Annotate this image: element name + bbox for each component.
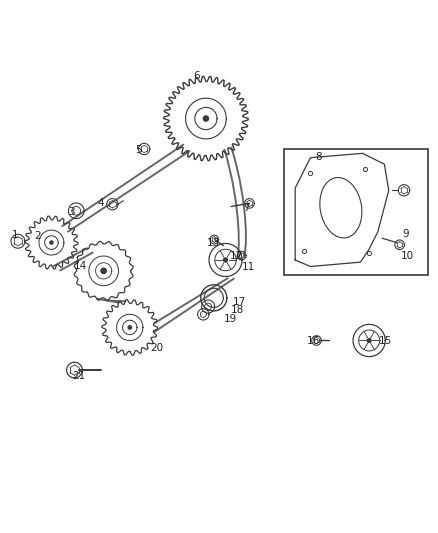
- Text: 2: 2: [34, 231, 40, 241]
- Text: 17: 17: [233, 297, 247, 307]
- Circle shape: [128, 326, 131, 329]
- Text: 9: 9: [403, 229, 410, 239]
- Circle shape: [50, 241, 53, 244]
- Text: 13: 13: [207, 238, 220, 247]
- Text: 10: 10: [400, 251, 413, 261]
- Text: 6: 6: [193, 71, 200, 82]
- Text: 1: 1: [12, 230, 19, 240]
- Text: 12: 12: [230, 252, 243, 262]
- Text: 21: 21: [72, 371, 85, 381]
- Circle shape: [101, 268, 106, 273]
- Circle shape: [223, 258, 227, 262]
- Text: 11: 11: [242, 262, 255, 272]
- Text: 15: 15: [378, 336, 392, 346]
- Text: 4: 4: [97, 198, 104, 208]
- Text: 19: 19: [224, 314, 237, 324]
- Text: 7: 7: [243, 203, 250, 213]
- Bar: [284, 149, 428, 275]
- Text: 20: 20: [151, 343, 164, 353]
- Text: 18: 18: [231, 305, 244, 315]
- Text: 5: 5: [135, 145, 142, 155]
- Text: 14: 14: [74, 261, 87, 271]
- Circle shape: [367, 338, 371, 342]
- Text: 16: 16: [307, 336, 321, 346]
- Text: 3: 3: [68, 207, 74, 217]
- Text: 8: 8: [315, 152, 321, 162]
- Circle shape: [203, 116, 208, 121]
